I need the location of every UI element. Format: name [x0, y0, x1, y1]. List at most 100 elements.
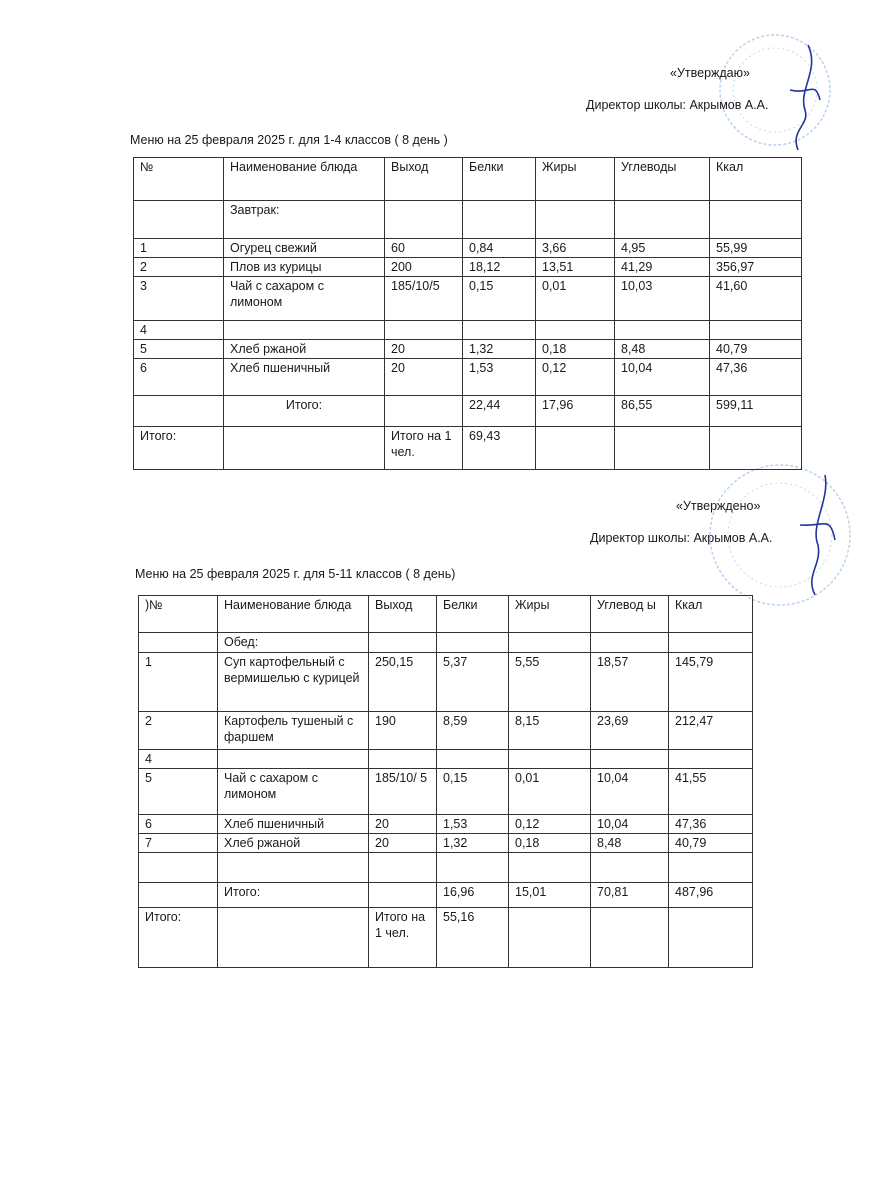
- approval-label: «Утверждаю»: [670, 66, 750, 80]
- table-cell: 0,15: [462, 276, 536, 321]
- table-cell: 1,32: [436, 833, 509, 853]
- stamp-seal-icon: [719, 34, 831, 151]
- table-cell: 0,01: [535, 276, 615, 321]
- table-cell: 145,79: [668, 652, 753, 712]
- table-header: № Наименование блюда Выход Белки Жиры Уг…: [133, 157, 802, 201]
- table-header: )№ Наименование блюда Выход Белки Жиры У…: [138, 595, 753, 633]
- section-label: Завтрак:: [223, 200, 385, 239]
- per-person-label: Итого на 1 чел.: [384, 426, 463, 470]
- table-cell: [368, 852, 437, 883]
- table-cell: 23,69: [590, 711, 669, 750]
- table-cell: 1,53: [436, 814, 509, 834]
- table-cell: 40,79: [709, 339, 802, 359]
- header-cell: №: [133, 157, 224, 201]
- director-label: Директор школы: Акрымов А.А.: [590, 531, 773, 545]
- table-row: 4: [138, 749, 753, 769]
- table-cell: 1: [138, 652, 218, 712]
- dish-name-cell: Хлеб пшеничный: [223, 358, 385, 396]
- total-label: Итого:: [138, 907, 218, 968]
- table-cell: 60: [384, 238, 463, 258]
- section-label: Обед:: [217, 632, 369, 653]
- table-cell: 4: [133, 320, 224, 340]
- subtotal-cell: 599,11: [709, 395, 802, 427]
- per-person-label: Итого на 1 чел.: [368, 907, 437, 968]
- dish-name-cell: Картофель тушеный с фаршем: [217, 711, 369, 750]
- table-row: 2 Картофель тушеный с фаршем 190 8,59 8,15 23…: [138, 711, 753, 750]
- subtotal-row: Итого: 22,44 17,96 86,55 599,11: [133, 395, 802, 427]
- table-row: 7 Хлеб ржаной 20 1,32 0,18 8,48 40,79: [138, 833, 753, 853]
- table-cell: 2: [138, 711, 218, 750]
- table-row: 1 Суп картофельный с вермишелью с курицей…: [138, 652, 753, 712]
- table-cell: 1,32: [462, 339, 536, 359]
- table-cell: [590, 749, 669, 769]
- table-cell: 20: [368, 814, 437, 834]
- menu-table-1-4: № Наименование блюда Выход Белки Жиры Уг…: [133, 157, 802, 470]
- director-label: Директор школы: Акрымов А.А.: [586, 98, 769, 112]
- table-row: 5 Чай с сахаром с лимоном 185/10/ 5 0,15 0,0…: [138, 768, 753, 815]
- header-cell: Ккал: [709, 157, 802, 201]
- table-cell: 0,18: [508, 833, 591, 853]
- table-cell: 10,04: [590, 814, 669, 834]
- table-cell: 5: [133, 339, 224, 359]
- table-cell: [508, 749, 591, 769]
- header-cell: Жиры: [508, 595, 591, 633]
- table-cell: 41,29: [614, 257, 710, 277]
- total-row: Итого: Итого на 1 чел. 55,16: [138, 907, 753, 968]
- table-cell: 200: [384, 257, 463, 277]
- table-cell: [508, 852, 591, 883]
- subtotal-label: Итого:: [223, 395, 385, 427]
- table-cell: 55,99: [709, 238, 802, 258]
- table-cell: 212,47: [668, 711, 753, 750]
- dish-name-cell: Хлеб ржаной: [217, 833, 369, 853]
- section-row: Завтрак:: [133, 200, 802, 239]
- table-cell: 3,66: [535, 238, 615, 258]
- dish-name-cell: Хлеб пшеничный: [217, 814, 369, 834]
- table-cell: 0,18: [535, 339, 615, 359]
- header-cell: Наименование блюда: [217, 595, 369, 633]
- subtotal-cell: 86,55: [614, 395, 710, 427]
- dish-name-cell: Чай с сахаром с лимоном: [223, 276, 385, 321]
- table-cell: 4: [138, 749, 218, 769]
- table-cell: 7: [138, 833, 218, 853]
- table-cell: [384, 320, 463, 340]
- table-cell: [668, 852, 753, 883]
- table-cell: 5,37: [436, 652, 509, 712]
- header-cell: Наименование блюда: [223, 157, 385, 201]
- table-cell: 10,04: [614, 358, 710, 396]
- table-cell: 1: [133, 238, 224, 258]
- header-cell: Выход: [368, 595, 437, 633]
- table-cell: 2: [133, 257, 224, 277]
- total-value: 69,43: [462, 426, 536, 470]
- menu-title: Меню на 25 февраля 2025 г. для 5-11 клас…: [135, 567, 456, 581]
- subtotal-cell: 70,81: [590, 882, 669, 908]
- table-cell: [138, 852, 218, 883]
- dish-name-cell: [217, 749, 369, 769]
- table-cell: 13,51: [535, 257, 615, 277]
- table-row: [138, 852, 753, 883]
- subtotal-cell: 487,96: [668, 882, 753, 908]
- table-cell: 20: [384, 358, 463, 396]
- table-row: 6 Хлеб пшеничный 20 1,53 0,12 10,04 47,36: [138, 814, 753, 834]
- table-cell: [590, 852, 669, 883]
- header-cell: Белки: [462, 157, 536, 201]
- table-cell: 3: [133, 276, 224, 321]
- table-cell: 47,36: [668, 814, 753, 834]
- header-cell: Углеводы: [614, 157, 710, 201]
- table-cell: 10,03: [614, 276, 710, 321]
- subtotal-cell: 22,44: [462, 395, 536, 427]
- table-cell: 20: [368, 833, 437, 853]
- table-cell: 40,79: [668, 833, 753, 853]
- table-cell: 0,12: [508, 814, 591, 834]
- table-row: 4: [133, 320, 802, 340]
- table-cell: 185/10/5: [384, 276, 463, 321]
- dish-name-cell: Чай с сахаром с лимоном: [217, 768, 369, 815]
- table-cell: 0,12: [535, 358, 615, 396]
- dish-name-cell: Хлеб ржаной: [223, 339, 385, 359]
- table-cell: 8,15: [508, 711, 591, 750]
- table-cell: 356,97: [709, 257, 802, 277]
- table-cell: 0,01: [508, 768, 591, 815]
- table-cell: 18,57: [590, 652, 669, 712]
- dish-name-cell: Плов из курицы: [223, 257, 385, 277]
- dish-name-cell: [223, 320, 385, 340]
